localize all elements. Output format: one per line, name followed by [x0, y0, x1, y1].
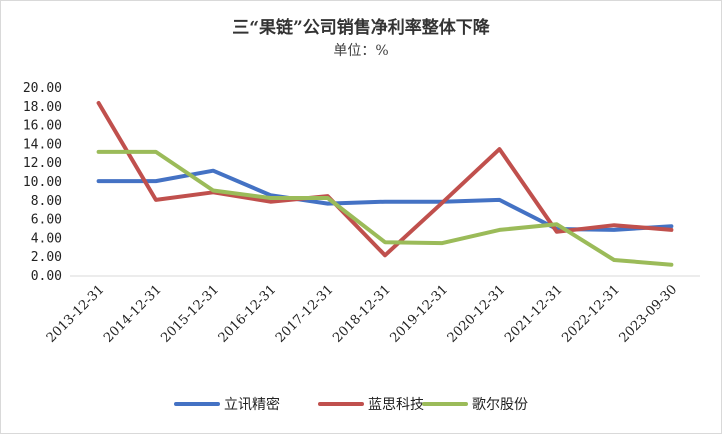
x-tick-label: 2015-12-31 [158, 282, 222, 346]
series-line-3 [96, 149, 674, 267]
y-tick-label: 12.00 [23, 156, 62, 171]
x-tick-label: 2020-12-31 [445, 282, 509, 346]
y-tick-label: 10.00 [23, 175, 62, 190]
y-tick-label: 6.00 [31, 213, 62, 228]
x-tick-label: 2021-12-31 [502, 282, 566, 346]
y-axis-ticks: 0.00 2.00 4.00 6.00 8.00 10.00 12.00 14.00 16.00… [23, 81, 62, 284]
x-tick-label: 2016-12-31 [216, 282, 280, 346]
y-tick-label: 2.00 [31, 250, 62, 265]
y-tick-label: 14.00 [23, 137, 62, 152]
series-line-1 [96, 168, 674, 232]
legend-label: 立讯精密 [224, 396, 280, 413]
x-tick-label: 2019-12-31 [387, 282, 451, 346]
x-tick-label: 2018-12-31 [330, 282, 394, 346]
x-axis-ticks: 2013-12-312014-12-312015-12-312016-12-31… [44, 282, 680, 346]
y-tick-label: 18.00 [23, 100, 62, 115]
x-tick-label: 2014-12-31 [101, 282, 165, 346]
chart-subtitle: 单位：% [333, 43, 388, 59]
legend-label: 歌尔股份 [472, 397, 528, 413]
x-tick-label: 2023-09-30 [617, 282, 681, 346]
x-tick-label: 2017-12-31 [273, 282, 337, 346]
y-tick-label: 4.00 [31, 231, 62, 246]
legend: 立讯精密 蓝思科技 歌尔股份 [174, 396, 528, 413]
series-line-2 [96, 101, 674, 258]
y-tick-label: 0.00 [31, 269, 62, 284]
y-tick-label: 16.00 [23, 119, 62, 134]
x-tick-label: 2022-12-31 [559, 282, 623, 346]
series-lines [96, 101, 674, 267]
x-tick-label: 2013-12-31 [44, 282, 108, 346]
y-tick-label: 20.00 [23, 81, 62, 96]
chart-title: 三“果链”公司销售净利率整体下降 [232, 17, 491, 38]
y-tick-label: 8.00 [31, 194, 62, 209]
legend-label: 蓝思科技 [368, 397, 424, 413]
